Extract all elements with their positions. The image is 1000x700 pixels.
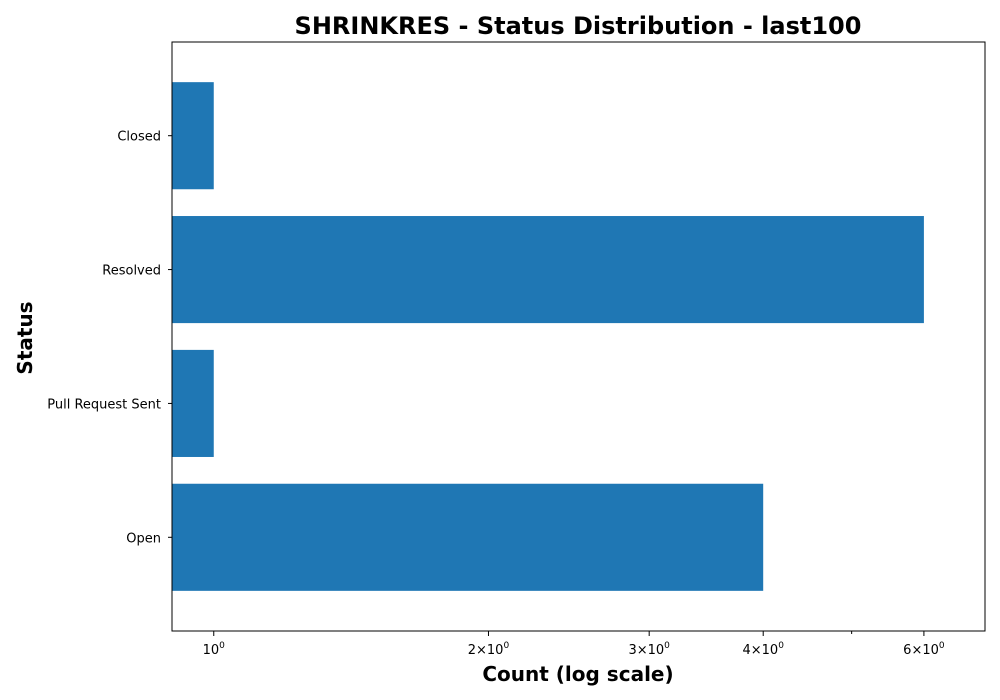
- y-axis-ticks: Closed Resolved Pull Request Sent Open: [47, 130, 172, 546]
- y-tick-label: Open: [126, 531, 161, 546]
- x-axis-ticks: 100 2×100 3×100 4×100 6×100: [203, 631, 945, 658]
- x-tick-label: 2×100: [468, 641, 510, 658]
- y-tick-label: Resolved: [102, 264, 161, 279]
- x-tick-label: 4×100: [742, 641, 784, 658]
- y-tick-label: Pull Request Sent: [47, 397, 161, 412]
- x-tick-label: 3×100: [628, 641, 670, 658]
- y-axis-label: Status: [13, 301, 37, 374]
- bar-open: [172, 483, 764, 591]
- x-tick-label: 100: [203, 641, 226, 658]
- plot-frame: [171, 41, 986, 632]
- bar-resolved: [172, 216, 924, 324]
- x-axis-label: Count (log scale): [482, 662, 673, 686]
- bar-pull-request-sent: [172, 349, 214, 457]
- bars-group: [172, 82, 924, 591]
- y-tick-label: Closed: [117, 130, 161, 145]
- bar-closed: [172, 82, 214, 190]
- chart-title: SHRINKRES - Status Distribution - last10…: [295, 12, 862, 40]
- x-tick-label: 6×100: [903, 641, 945, 658]
